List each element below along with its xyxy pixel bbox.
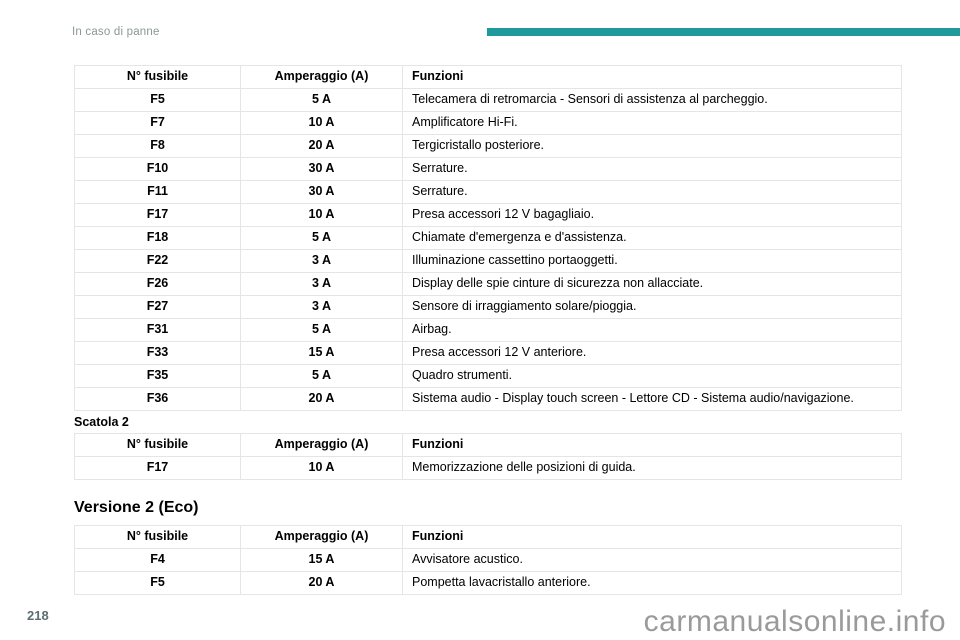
amperage-cell: 15 A <box>241 342 403 365</box>
table-row: F5 5 A Telecamera di retromarcia - Sensori… <box>75 89 902 112</box>
function-cell: Telecamera di retromarcia - Sensori di a… <box>403 89 902 112</box>
table-row: F10 30 A Serrature. <box>75 158 902 181</box>
table-header-row: N° fusibile Amperaggio (A) Funzioni <box>75 526 902 549</box>
amperage-cell: 10 A <box>241 457 403 480</box>
table-row: F17 10 A Presa accessori 12 V bagagliaio. <box>75 204 902 227</box>
fuse-cell: F27 <box>75 296 241 319</box>
fuse-cell: F22 <box>75 250 241 273</box>
table-row: F22 3 A Illuminazione cassettino portaogge… <box>75 250 902 273</box>
table-row: F18 5 A Chiamate d'emergenza e d'assistenz… <box>75 227 902 250</box>
column-header: Funzioni <box>403 434 902 457</box>
amperage-cell: 15 A <box>241 549 403 572</box>
table-row: F17 10 A Memorizzazione delle posizioni di… <box>75 457 902 480</box>
fuse-cell: F17 <box>75 204 241 227</box>
amperage-cell: 3 A <box>241 273 403 296</box>
page-content: N° fusibile Amperaggio (A) Funzioni F5 5 A Te… <box>74 65 902 595</box>
function-cell: Display delle spie cinture di sicurezza … <box>403 273 902 296</box>
fuse-cell: F26 <box>75 273 241 296</box>
function-cell: Serrature. <box>403 158 902 181</box>
fuse-cell: F5 <box>75 89 241 112</box>
amperage-cell: 3 A <box>241 296 403 319</box>
section-heading-scatola-2: Scatola 2 <box>74 415 129 429</box>
column-header: Funzioni <box>403 526 902 549</box>
fuse-cell: F11 <box>75 181 241 204</box>
fuse-cell: F10 <box>75 158 241 181</box>
amperage-cell: 30 A <box>241 158 403 181</box>
fuse-cell: F4 <box>75 549 241 572</box>
fuse-cell: F5 <box>75 572 241 595</box>
column-header: N° fusibile <box>75 434 241 457</box>
function-cell: Chiamate d'emergenza e d'assistenza. <box>403 227 902 250</box>
table-row: F27 3 A Sensore di irraggiamento solare/pi… <box>75 296 902 319</box>
table-row: F26 3 A Display delle spie cinture di sicu… <box>75 273 902 296</box>
function-cell: Illuminazione cassettino portaoggetti. <box>403 250 902 273</box>
table-header-row: N° fusibile Amperaggio (A) Funzioni <box>75 434 902 457</box>
column-header: Amperaggio (A) <box>241 526 403 549</box>
fuse-cell: F17 <box>75 457 241 480</box>
amperage-cell: 5 A <box>241 89 403 112</box>
column-header: Funzioni <box>403 66 902 89</box>
table-row: F8 20 A Tergicristallo posteriore. <box>75 135 902 158</box>
fuse-table-scatola-1: N° fusibile Amperaggio (A) Funzioni F5 5 A Te… <box>74 65 902 411</box>
section-heading-versione-2-eco: Versione 2 (Eco) <box>74 499 199 516</box>
amperage-cell: 3 A <box>241 250 403 273</box>
page-number: 218 <box>27 608 49 623</box>
fuse-cell: F35 <box>75 365 241 388</box>
function-cell: Memorizzazione delle posizioni di guida. <box>403 457 902 480</box>
table-row: F5 20 A Pompetta lavacristallo anteriore. <box>75 572 902 595</box>
column-header: N° fusibile <box>75 526 241 549</box>
fuse-cell: F8 <box>75 135 241 158</box>
column-header: N° fusibile <box>75 66 241 89</box>
amperage-cell: 5 A <box>241 365 403 388</box>
amperage-cell: 10 A <box>241 204 403 227</box>
table-header-row: N° fusibile Amperaggio (A) Funzioni <box>75 66 902 89</box>
column-header: Amperaggio (A) <box>241 66 403 89</box>
fuse-cell: F31 <box>75 319 241 342</box>
table-row: F31 5 A Airbag. <box>75 319 902 342</box>
table-row: F11 30 A Serrature. <box>75 181 902 204</box>
amperage-cell: 20 A <box>241 572 403 595</box>
amperage-cell: 20 A <box>241 135 403 158</box>
fuse-table-scatola-2: N° fusibile Amperaggio (A) Funzioni F17 10 A… <box>74 433 902 480</box>
column-header: Amperaggio (A) <box>241 434 403 457</box>
function-cell: Avvisatore acustico. <box>403 549 902 572</box>
fuse-cell: F33 <box>75 342 241 365</box>
page-header-title: In caso di panne <box>72 26 160 38</box>
table-row: F35 5 A Quadro strumenti. <box>75 365 902 388</box>
function-cell: Quadro strumenti. <box>403 365 902 388</box>
function-cell: Sistema audio - Display touch screen - L… <box>403 388 902 411</box>
table-row: F7 10 A Amplificatore Hi-Fi. <box>75 112 902 135</box>
amperage-cell: 10 A <box>241 112 403 135</box>
function-cell: Tergicristallo posteriore. <box>403 135 902 158</box>
watermark: carmanualsonline.info <box>643 605 946 638</box>
table-row: F33 15 A Presa accessori 12 V anteriore. <box>75 342 902 365</box>
fuse-cell: F7 <box>75 112 241 135</box>
amperage-cell: 30 A <box>241 181 403 204</box>
accent-bar <box>487 28 960 36</box>
amperage-cell: 5 A <box>241 319 403 342</box>
fuse-cell: F18 <box>75 227 241 250</box>
table-row: F36 20 A Sistema audio - Display touch scr… <box>75 388 902 411</box>
amperage-cell: 20 A <box>241 388 403 411</box>
function-cell: Serrature. <box>403 181 902 204</box>
function-cell: Amplificatore Hi-Fi. <box>403 112 902 135</box>
amperage-cell: 5 A <box>241 227 403 250</box>
fuse-cell: F36 <box>75 388 241 411</box>
function-cell: Presa accessori 12 V anteriore. <box>403 342 902 365</box>
function-cell: Presa accessori 12 V bagagliaio. <box>403 204 902 227</box>
function-cell: Pompetta lavacristallo anteriore. <box>403 572 902 595</box>
table-row: F4 15 A Avvisatore acustico. <box>75 549 902 572</box>
function-cell: Airbag. <box>403 319 902 342</box>
function-cell: Sensore di irraggiamento solare/pioggia. <box>403 296 902 319</box>
